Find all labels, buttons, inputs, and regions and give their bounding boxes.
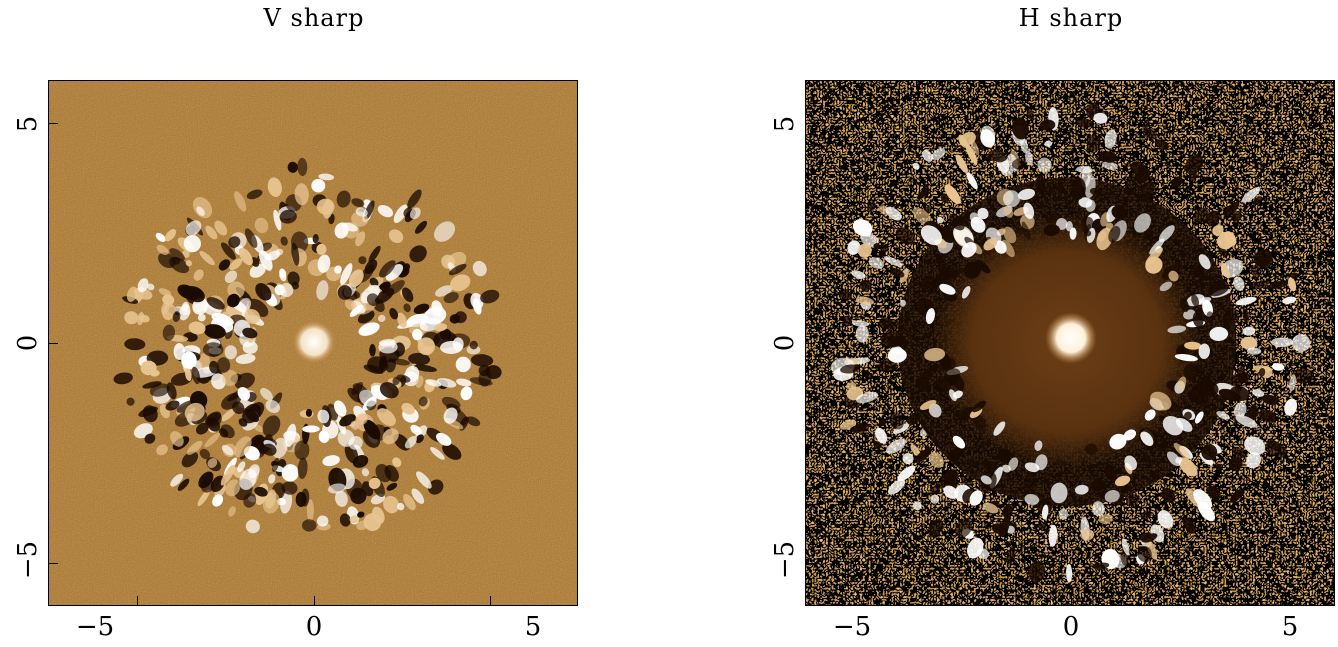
x-tick-label: 5 — [524, 612, 542, 642]
panel-h-sharp: H sharp — [669, 0, 1338, 647]
ring-structure — [113, 157, 502, 534]
v-sharp-image — [49, 81, 577, 605]
x-tick-label: −5 — [832, 612, 872, 642]
panel-title: V sharp — [263, 4, 365, 32]
image-plot-v — [48, 80, 578, 606]
y-tick-label: 5 — [13, 115, 43, 133]
y-tick-label: −5 — [13, 540, 43, 580]
panel-title: H sharp — [1018, 4, 1124, 32]
core — [1045, 312, 1097, 364]
y-tick-label: 0 — [770, 334, 800, 352]
core — [292, 320, 336, 364]
x-tick-label: 0 — [305, 612, 323, 642]
y-tick-label: 5 — [770, 115, 800, 133]
panel-v-sharp: V sharp — [13, 4, 578, 642]
x-tick-label: 5 — [1281, 612, 1299, 642]
ring-structure — [830, 103, 1314, 583]
y-tick-label: −5 — [770, 540, 800, 580]
x-tick-label: 0 — [1062, 612, 1080, 642]
y-tick-label: 0 — [13, 334, 43, 352]
x-tick-label: −5 — [75, 612, 115, 642]
image-plot-h — [805, 80, 1335, 606]
h-sharp-image — [806, 81, 1334, 605]
